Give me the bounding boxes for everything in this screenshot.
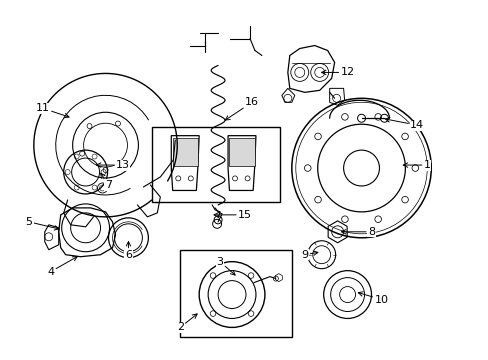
- Text: 11: 11: [36, 103, 69, 118]
- Text: 1: 1: [403, 160, 430, 170]
- Text: 3: 3: [216, 257, 235, 275]
- Text: 2: 2: [176, 314, 197, 332]
- Text: 7: 7: [101, 173, 112, 190]
- Text: 6: 6: [125, 242, 132, 260]
- Text: 8: 8: [341, 227, 374, 237]
- Text: 14: 14: [385, 118, 424, 130]
- Bar: [152, 127, 279, 202]
- Text: 10: 10: [358, 292, 387, 305]
- Text: 13: 13: [96, 160, 129, 170]
- Polygon shape: [172, 138, 197, 166]
- Text: 12: 12: [321, 67, 354, 77]
- Polygon shape: [229, 138, 254, 166]
- Text: 4: 4: [47, 257, 77, 276]
- Text: 5: 5: [25, 217, 59, 230]
- Bar: [180, 250, 291, 337]
- Text: 9: 9: [301, 250, 317, 260]
- Text: 15: 15: [214, 210, 251, 220]
- Text: 16: 16: [225, 97, 259, 120]
